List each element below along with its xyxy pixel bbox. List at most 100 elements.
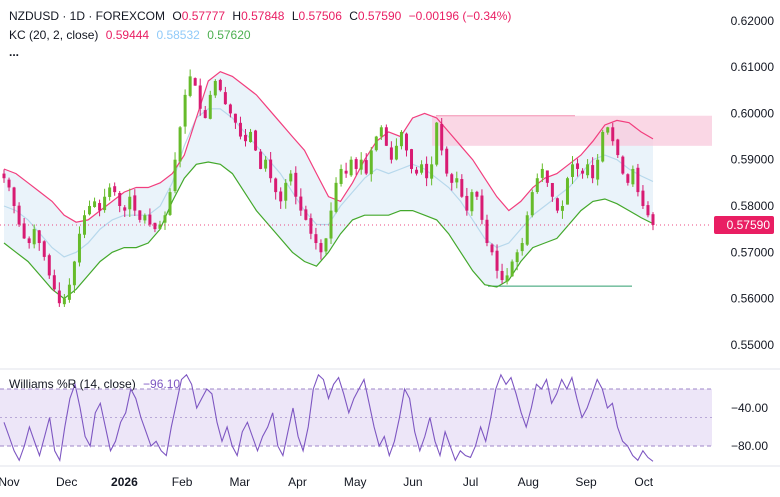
low-label: L (291, 9, 299, 23)
candle-body (510, 261, 514, 277)
candle-body (17, 205, 21, 225)
candle-body (57, 290, 61, 304)
candle-body (72, 261, 76, 286)
candle (279, 187, 283, 209)
candle (495, 244, 499, 279)
candle (213, 79, 217, 98)
candle (415, 166, 419, 176)
candle-body (601, 131, 605, 162)
candle-body (545, 170, 549, 183)
candle (173, 152, 177, 194)
candle-body (535, 178, 539, 193)
candle (168, 188, 172, 216)
candle-body (339, 168, 343, 184)
candle-body (213, 81, 217, 96)
candle (334, 177, 338, 214)
kc-middle-value: 0.58532 (156, 28, 200, 42)
candle (324, 237, 328, 255)
candle-body (520, 243, 524, 252)
williams-pane (0, 368, 780, 463)
candle-body (98, 203, 102, 211)
candle (163, 211, 167, 230)
williams-tick-label: −80.00 (731, 439, 768, 453)
candle (158, 220, 162, 230)
candle-body (264, 159, 268, 169)
candle-body (565, 178, 569, 205)
candle-body (62, 298, 66, 305)
candle (42, 240, 46, 261)
candle (233, 113, 237, 129)
candle (329, 202, 333, 245)
symbol-label[interactable]: NZDUSD · 1D · FOREXCOM (9, 9, 165, 23)
candle-body (616, 139, 620, 156)
candle-body (555, 198, 559, 211)
candle (319, 239, 323, 260)
candle-body (12, 187, 16, 206)
close-value: 0.57590 (357, 9, 402, 23)
candle-body (480, 195, 484, 220)
candle (299, 188, 303, 216)
candle (254, 129, 258, 152)
candle-body (243, 134, 247, 142)
williams-value: −96.10 (143, 377, 181, 391)
kc-legend[interactable]: KC (20, 2, close) 0.59444 0.58532 0.5762… (9, 28, 255, 42)
candle (520, 237, 524, 256)
candle (228, 103, 232, 118)
open-label: O (172, 9, 182, 23)
candle (540, 163, 544, 182)
price-axis: 0.62000 0.61000 0.60000 0.59000 0.58000 0.570… (714, 14, 774, 352)
candle-body (173, 159, 177, 192)
candle-body (636, 167, 640, 193)
candle-body (294, 172, 298, 197)
candle (208, 90, 212, 120)
candle-body (425, 163, 429, 179)
candle-body (2, 173, 6, 179)
candle (349, 156, 353, 177)
candle-body (284, 182, 288, 201)
current-price-badge: 0.57590 (714, 215, 774, 234)
candle-body (254, 130, 258, 151)
candle (274, 177, 278, 200)
candle (52, 269, 56, 292)
candle (445, 146, 449, 177)
candle-body (324, 238, 328, 252)
candle (581, 168, 585, 179)
candle (550, 182, 554, 202)
candle (384, 124, 388, 147)
candle-body (631, 168, 635, 185)
candle-body (490, 244, 494, 253)
candle (651, 212, 655, 231)
time-tick-label: May (344, 475, 367, 489)
candle-body (641, 190, 645, 206)
more-indicators-button[interactable]: ... (9, 45, 20, 59)
williams-legend[interactable]: Williams %R (14, close) −96.10 (9, 377, 184, 391)
candle-body (67, 284, 71, 300)
candle-body (435, 122, 439, 165)
candle (480, 189, 484, 225)
candle-body (349, 159, 353, 176)
low-value: 0.57506 (298, 9, 342, 23)
candle-body (394, 145, 398, 160)
candle (138, 210, 142, 223)
candle-body (93, 201, 97, 208)
candle (616, 138, 620, 159)
high-label: H (232, 9, 242, 23)
candle (193, 77, 197, 86)
candle (470, 189, 474, 216)
candle-body (359, 159, 363, 170)
candle (369, 146, 373, 182)
candle-body (118, 192, 122, 206)
candle (576, 158, 580, 177)
candle (77, 226, 81, 267)
candle (621, 155, 625, 175)
candle-body (304, 209, 308, 220)
candle-body (525, 215, 529, 245)
candle (465, 187, 469, 216)
williams-line (3, 373, 654, 463)
candle (238, 116, 242, 140)
candle-body (123, 207, 127, 211)
candle-body (646, 205, 650, 216)
candle-body (465, 195, 469, 211)
candle (62, 294, 66, 307)
